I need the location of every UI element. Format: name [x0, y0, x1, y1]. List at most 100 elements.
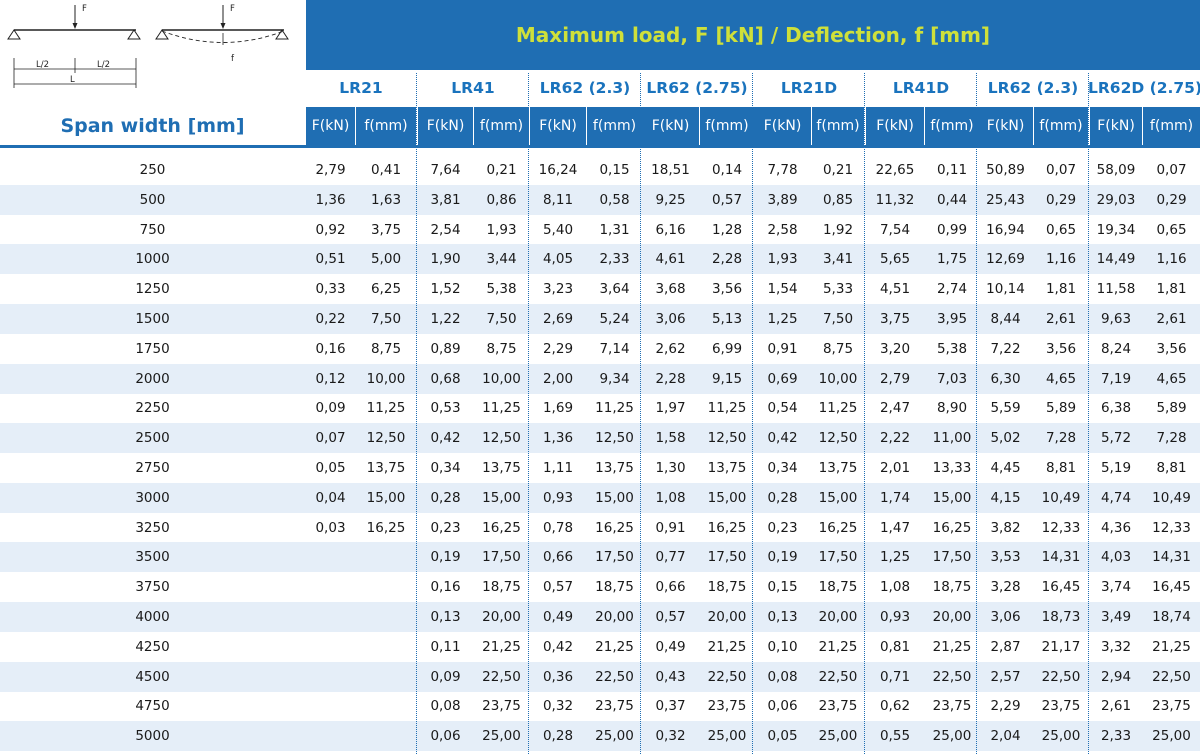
force-value-cell: 0,32 — [655, 728, 686, 745]
deflection-value-cell — [356, 632, 416, 662]
deflection-value-cell: 2,33 — [599, 251, 630, 268]
force-value-cell: 0,05 — [767, 728, 798, 745]
force-value-cell: 0,49 — [655, 638, 686, 655]
force-value-cell: 4,45 — [990, 460, 1021, 476]
force-value-cell: 0,13 — [430, 609, 461, 625]
force-value-cell: 1,97 — [655, 400, 686, 417]
profile-header: LR21D — [754, 73, 864, 103]
deflection-value-cell: 16,45 — [1152, 579, 1191, 596]
force-value-cell: 1,25 — [879, 549, 911, 566]
deflection-value-cell: 1,75 — [936, 251, 968, 268]
force-value-cell: 4,36 — [1100, 519, 1132, 536]
deflection-value-cell: 16,45 — [1041, 579, 1081, 596]
deflection-value-cell: 8,81 — [1156, 460, 1187, 476]
span-width-cell: 3750 — [135, 579, 170, 596]
force-value-cell — [306, 542, 355, 572]
deflection-value-cell: 18,75 — [482, 579, 521, 596]
force-column-header: F(kN) — [530, 107, 586, 145]
table-row: 4500 0,09 22,50 0,36 22,50 0,43 22,50 0,08 22,50… — [0, 661, 1200, 692]
force-value-cell: 0,05 — [315, 460, 346, 476]
beam-load-diagram: F L/2 L/2 L F f — [0, 0, 305, 92]
deflection-value-cell — [356, 691, 416, 721]
deflection-value-cell: 3,41 — [822, 251, 854, 268]
force-value-cell: 4,05 — [542, 251, 574, 268]
force-value-cell: 0,43 — [655, 668, 686, 685]
deflection-value-cell — [356, 602, 416, 632]
deflection-value-cell: 0,07 — [1156, 162, 1187, 178]
header-divider — [0, 145, 1200, 148]
span-width-cell: 3500 — [135, 549, 170, 566]
force-value-cell: 1,69 — [542, 400, 574, 417]
force-value-cell: 7,78 — [767, 162, 798, 178]
deflection-value-cell: 1,92 — [822, 221, 854, 238]
deflection-value-cell: 2,61 — [1045, 311, 1077, 327]
span-width-cell: 1250 — [135, 281, 170, 298]
force-value-cell: 3,20 — [879, 340, 911, 357]
beam-diagram-svg: F L/2 L/2 L F f — [7, 4, 289, 88]
deflection-value-cell: 1,16 — [1156, 251, 1187, 268]
deflection-value-cell: 4,65 — [1045, 370, 1077, 387]
force-value-cell: 1,36 — [315, 191, 346, 208]
force-value-cell: 4,15 — [990, 489, 1021, 506]
force-value-cell: 3,75 — [879, 311, 911, 327]
force-value-cell: 16,24 — [538, 162, 578, 178]
deflection-value-cell: 0,86 — [486, 191, 517, 208]
deflection-column-header: f(mm) — [1034, 107, 1088, 145]
deflection-column-header: f(mm) — [925, 107, 979, 145]
deflection-value-cell: 23,75 — [1041, 698, 1081, 715]
force-value-cell: 1,30 — [655, 460, 686, 476]
force-value-cell: 0,23 — [767, 519, 798, 536]
deflection-value-cell: 0,15 — [599, 162, 630, 178]
deflection-value-cell: 14,31 — [1152, 549, 1191, 566]
force-value-cell: 2,01 — [879, 460, 911, 476]
deflection-value-cell: 0,14 — [711, 162, 743, 178]
force-value-cell: 1,93 — [767, 251, 798, 268]
deflection-value-cell: 18,75 — [932, 579, 972, 596]
force-value-cell: 0,92 — [315, 221, 346, 238]
deflection-value-cell: 21,25 — [707, 638, 747, 655]
force-value-cell: 9,25 — [655, 191, 686, 208]
table-row: 2500 0,07 12,50 0,42 12,50 1,36 12,50 1,58 12,50… — [0, 423, 1200, 454]
force-value-cell: 0,28 — [542, 728, 574, 745]
table-row: 1250 0,33 6,25 1,52 5,38 3,23 3,64 3,68 3,56 1,54… — [0, 274, 1200, 304]
force-value-cell: 4,74 — [1100, 489, 1132, 506]
deflection-value-cell: 1,93 — [486, 221, 517, 238]
span-width-cell: 2250 — [135, 400, 170, 417]
span-width-cell: 750 — [139, 221, 166, 238]
force-value-cell: 1,74 — [879, 489, 911, 506]
deflection-value-cell: 22,50 — [707, 668, 747, 685]
deflection-value-cell: 15,00 — [707, 489, 747, 506]
force-value-cell — [306, 721, 355, 751]
deflection-value-cell: 0,07 — [1045, 162, 1077, 178]
column-divider — [640, 73, 641, 754]
force-value-cell: 2,04 — [990, 728, 1021, 745]
force-value-cell: 1,47 — [879, 519, 911, 536]
force-value-cell: 5,02 — [990, 430, 1021, 447]
force-value-cell: 7,54 — [879, 221, 911, 238]
force-value-cell: 18,51 — [651, 162, 690, 178]
force-value-cell: 2,61 — [1100, 698, 1132, 715]
force-value-cell: 0,49 — [542, 609, 574, 625]
table-row: 1500 0,22 7,50 1,22 7,50 2,69 5,24 3,06 5,13 1,25… — [0, 304, 1200, 334]
force-value-cell: 0,32 — [542, 698, 574, 715]
deflection-value-cell: 6,99 — [711, 340, 743, 357]
deflection-value-cell: 25,00 — [818, 728, 858, 745]
deflection-value-cell: 0,21 — [486, 162, 517, 178]
force-value-cell: 3,74 — [1100, 579, 1132, 596]
force-value-cell: 6,16 — [655, 221, 686, 238]
deflection-value-cell: 5,33 — [822, 281, 854, 298]
deflection-value-cell: 0,21 — [822, 162, 854, 178]
table-row: 5000 0,06 25,00 0,28 25,00 0,32 25,00 0,05 25,00… — [0, 721, 1200, 752]
force-value-cell: 0,28 — [430, 489, 461, 506]
column-divider — [528, 73, 529, 754]
deflection-value-cell: 8,90 — [936, 400, 968, 417]
force-value-cell: 0,62 — [879, 698, 911, 715]
deflection-value-cell: 10,00 — [482, 370, 521, 387]
deflection-value-cell: 12,50 — [482, 430, 521, 447]
force-value-cell: 0,36 — [542, 668, 574, 685]
force-value-cell: 6,38 — [1100, 400, 1132, 417]
force-value-cell: 5,19 — [1100, 460, 1132, 476]
force-value-cell: 29,03 — [1096, 191, 1136, 208]
table-row: 4750 0,08 23,75 0,32 23,75 0,37 23,75 0,06 23,75… — [0, 691, 1200, 721]
force-label-left: F — [82, 4, 87, 14]
